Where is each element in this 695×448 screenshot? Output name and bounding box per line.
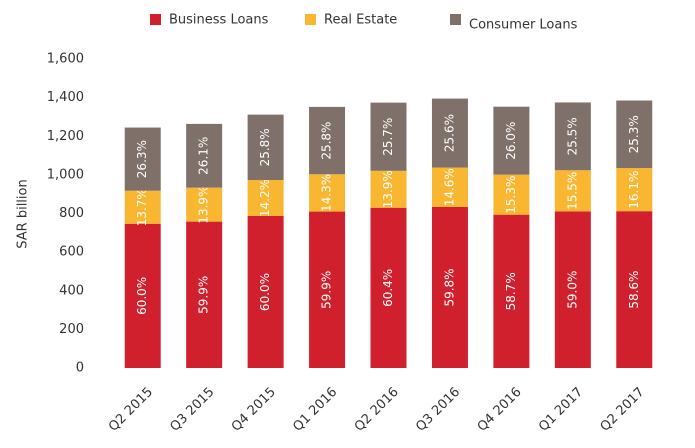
legend-swatch [450, 14, 461, 25]
x-tick-label: Q3 2016 [413, 385, 463, 435]
y-tick-label: 1,600 [47, 52, 84, 67]
segment-label: 26.1% [197, 137, 211, 175]
bar-segment [616, 211, 653, 368]
segment-label: 60.0% [258, 273, 272, 311]
segment-label: 25.7% [381, 118, 395, 156]
bar-segment [493, 174, 530, 215]
y-tick-label: 0 [76, 361, 84, 376]
segment-label: 59.9% [197, 276, 211, 314]
segment-label: 13.7% [135, 188, 149, 226]
segment-label: 59.0% [565, 271, 579, 309]
bar-segment [493, 106, 530, 175]
bar-segment [309, 211, 346, 368]
x-tick-label: Q2 2016 [352, 385, 402, 435]
bar-segment [247, 180, 284, 217]
segment-label: 13.9% [197, 186, 211, 224]
segment-label: 25.6% [442, 114, 456, 152]
legend-swatch [150, 14, 161, 25]
segment-label: 25.8% [320, 122, 334, 160]
bar-segment [554, 170, 591, 212]
x-tick-label: Q1 2016 [290, 385, 340, 435]
bar-segment [616, 168, 653, 212]
legend-label: Real Estate [324, 13, 397, 28]
bar-segment [493, 214, 530, 368]
x-tick-label: Q4 2015 [229, 385, 279, 435]
bar-segment [124, 127, 161, 191]
segment-label: 26.0% [504, 122, 518, 160]
segment-label: 16.1% [627, 171, 641, 209]
x-tick-label: Q2 2015 [106, 385, 156, 435]
bar-segment [370, 170, 407, 208]
x-tick-label: Q3 2015 [167, 385, 217, 435]
bar-segment [370, 207, 407, 368]
x-tick-label: Q1 2017 [536, 385, 586, 435]
segment-label: 14.3% [320, 174, 334, 212]
bar-segment [431, 206, 468, 368]
bar-segment [247, 216, 284, 368]
x-tick-label: Q4 2016 [475, 385, 525, 435]
y-tick-label: 800 [59, 206, 84, 221]
segment-label: 25.8% [258, 128, 272, 166]
y-tick-label: 600 [59, 245, 84, 260]
y-tick-label: 200 [59, 322, 84, 337]
bar-segment [124, 223, 161, 368]
segment-label: 60.0% [135, 277, 149, 315]
bar-segment [370, 102, 407, 171]
bar-segment [431, 98, 468, 168]
bar-segment [186, 123, 223, 188]
bar-segment [554, 102, 591, 171]
segment-label: 60.4% [381, 269, 395, 307]
y-tick-label: 1,200 [47, 129, 84, 144]
bar-segment [309, 106, 346, 175]
y-tick-label: 1,000 [47, 167, 84, 182]
segment-label: 59.9% [320, 271, 334, 309]
bar-segment [186, 187, 223, 222]
bar-segment [616, 100, 653, 169]
segment-label: 25.3% [627, 115, 641, 153]
y-tick-label: 1,400 [47, 90, 84, 105]
bar-segment [247, 114, 284, 181]
bar-segment [186, 221, 223, 368]
bar-segment [124, 190, 161, 224]
segment-label: 58.7% [504, 272, 518, 310]
bar-segment [554, 211, 591, 368]
x-tick-label: Q2 2017 [598, 385, 648, 435]
segment-label: 13.9% [381, 170, 395, 208]
legend-label: Business Loans [169, 13, 269, 28]
y-tick-label: 400 [59, 283, 84, 298]
segment-label: 15.3% [504, 176, 518, 214]
legend-label: Consumer Loans [469, 18, 578, 33]
segment-label: 14.6% [442, 168, 456, 206]
segment-label: 58.6% [627, 271, 641, 309]
segment-label: 14.2% [258, 179, 272, 217]
legend-swatch [305, 14, 316, 25]
y-axis-label: SAR billion [16, 179, 31, 248]
bar-segment [309, 174, 346, 212]
bar-segment [431, 167, 468, 207]
segment-label: 15.5% [565, 172, 579, 210]
segment-label: 59.8% [442, 268, 456, 306]
segment-label: 25.5% [565, 117, 579, 155]
segment-label: 26.3% [135, 140, 149, 178]
